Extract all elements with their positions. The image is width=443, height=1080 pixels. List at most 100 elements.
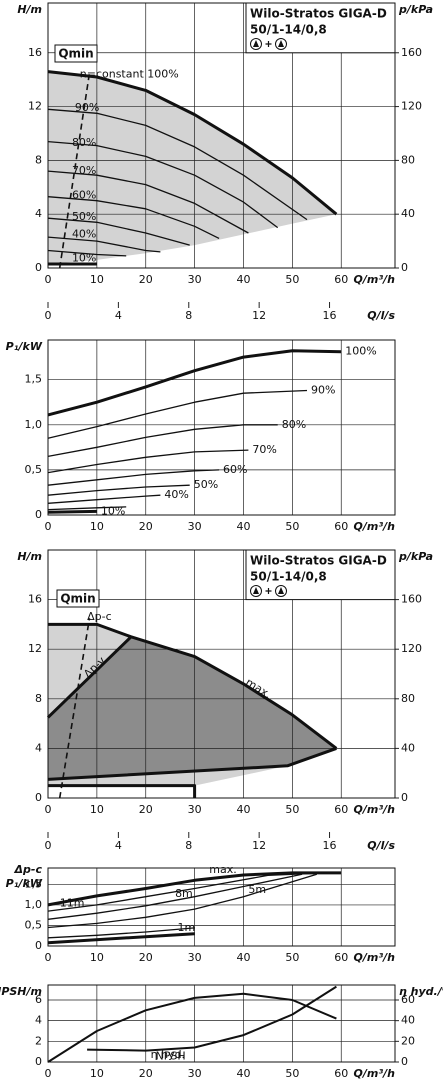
qmin-box [54, 44, 98, 63]
y-axis-label: Δp-c [14, 863, 43, 876]
subtitle: 50/1-14/0,8 [250, 23, 327, 37]
subtitle: 50/1-14/0,8 [250, 570, 327, 584]
y-tick-label: 0 [35, 508, 42, 521]
y-axis-label: H/m [17, 3, 42, 16]
y-axis-label: H/m [17, 550, 42, 563]
plus-icon [265, 588, 272, 594]
area [48, 636, 337, 780]
x-tick-label: 40 [236, 520, 250, 533]
x-tick-label: 50 [285, 1067, 299, 1080]
y-tick-label: 1,5 [25, 373, 43, 386]
y-tick-label: 12 [28, 642, 42, 655]
curve [47, 469, 220, 486]
x2-tick-label: 4 [115, 309, 122, 322]
x2-tick-label: 12 [252, 309, 266, 322]
title: Wilo-Stratos GIGA-D [250, 7, 387, 21]
qmin-line [58, 72, 91, 269]
x-tick-label: 50 [285, 520, 299, 533]
y-tick-label: 16 [28, 46, 42, 59]
curve [47, 236, 161, 253]
y-tick-label: 8 [35, 153, 42, 166]
y-tick-label: 0,5 [25, 463, 43, 476]
y-tick-label: 4 [35, 207, 42, 220]
qmin-label: Qmin [60, 592, 95, 606]
y-tick-label: 8 [35, 692, 42, 705]
curve-label: 80% [282, 418, 306, 431]
curve [48, 784, 197, 798]
title: Wilo-Stratos GIGA-D [250, 554, 387, 568]
x-tick-label: 0 [45, 1067, 52, 1080]
y-tick-label: 1,5 [25, 877, 43, 890]
curve-label: 11m [60, 897, 85, 910]
y2-tick-label: 0 [401, 791, 408, 804]
y-tick-label: 0 [35, 939, 42, 952]
curve [47, 873, 317, 929]
curve-label: 90% [311, 384, 335, 397]
curve [47, 389, 308, 439]
y-tick-label: 2 [35, 1034, 42, 1047]
curve [47, 249, 127, 257]
curve [48, 622, 338, 750]
curve-label: 100% [345, 345, 376, 358]
x2-tick-label: 4 [115, 839, 122, 852]
x-tick-label: 30 [188, 520, 202, 533]
x-tick-label: 10 [90, 803, 104, 816]
curve-label: 70% [72, 164, 96, 177]
pump-icon [278, 40, 284, 47]
x-tick-label: 20 [139, 803, 153, 816]
y2-tick-label: 60 [401, 993, 415, 1006]
curve [47, 509, 97, 514]
x-tick-label: 30 [188, 803, 202, 816]
y2-tick-label: 0 [401, 261, 408, 274]
x2-axis-label: Q/l/s [367, 309, 395, 322]
curve [46, 635, 133, 719]
x2-tick-label: 0 [45, 839, 52, 852]
x-tick-label: 50 [285, 273, 299, 286]
y2-tick-label: 160 [401, 593, 422, 606]
curve [47, 927, 195, 939]
x-tick-label: 0 [45, 803, 52, 816]
curve [47, 494, 161, 504]
x-tick-label: 20 [139, 951, 153, 964]
pump-icon [278, 587, 284, 594]
x2-tick-label: 8 [185, 839, 192, 852]
curve-label: η hyd. [151, 1048, 185, 1061]
y2-tick-label: 40 [401, 207, 415, 220]
x-tick-label: 60 [334, 951, 348, 964]
curve-label: max. [209, 863, 236, 876]
x-tick-label: 60 [334, 803, 348, 816]
annotation: Δp-c [87, 610, 112, 623]
y-tick-label: 16 [28, 593, 42, 606]
curve [47, 217, 190, 246]
plot-frame [47, 867, 396, 947]
curve-label: 5m [248, 883, 266, 896]
curve [47, 170, 249, 234]
plot-frame [47, 984, 396, 1063]
curve [47, 349, 342, 417]
y-tick-label: 12 [28, 100, 42, 113]
curve [47, 872, 327, 912]
curve [47, 449, 249, 474]
x-tick-label: 20 [139, 273, 153, 286]
curve-label: 50% [72, 210, 96, 223]
x-tick-label: 10 [90, 951, 104, 964]
curve-label: 70% [252, 443, 276, 456]
x-tick-label: 60 [334, 520, 348, 533]
x-tick-label: 30 [188, 951, 202, 964]
x-tick-label: 20 [139, 1067, 153, 1080]
plot-frame [47, 2, 396, 269]
y2-tick-label: 120 [401, 642, 422, 655]
curve [47, 932, 195, 945]
curve [47, 140, 279, 229]
y-tick-label: 1,0 [25, 898, 43, 911]
x2-tick-label: 8 [185, 309, 192, 322]
y-tick-label: 0 [35, 791, 42, 804]
y-tick-label: 4 [35, 741, 42, 754]
x-tick-label: 10 [90, 273, 104, 286]
x-axis-label: Q/m³/h [354, 273, 396, 286]
curve-label: NPSH [156, 1049, 186, 1062]
y2-tick-label: 120 [401, 100, 422, 113]
y-tick-label: 4 [35, 1014, 42, 1027]
x-tick-label: 60 [334, 273, 348, 286]
y2-axis-label: η hyd./% [399, 985, 443, 998]
